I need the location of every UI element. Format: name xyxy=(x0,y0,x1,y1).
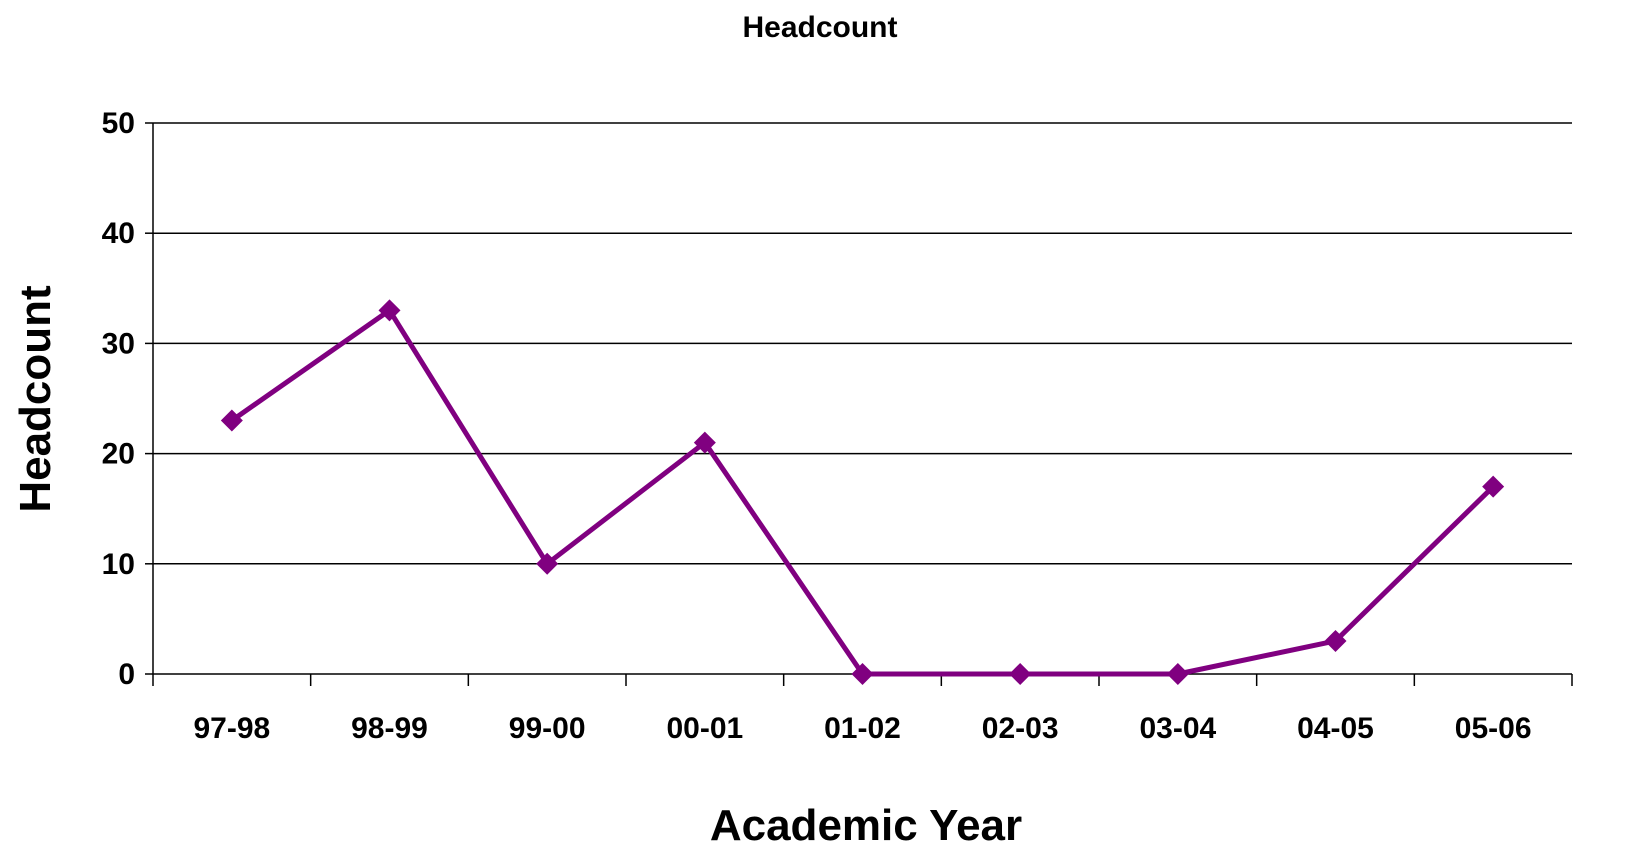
y-axis-label: Headcount xyxy=(11,285,60,513)
y-tick-label: 40 xyxy=(102,217,135,250)
data-point-marker xyxy=(1482,475,1505,498)
x-tick-label: 03-04 xyxy=(1139,712,1216,745)
series-line-group xyxy=(220,299,1505,685)
data-point-marker xyxy=(693,431,716,454)
x-tick-label: 05-06 xyxy=(1455,712,1532,745)
data-point-marker xyxy=(378,299,401,322)
data-point-marker xyxy=(1166,663,1189,685)
gridlines xyxy=(153,122,1572,565)
y-tick-label: 50 xyxy=(102,107,135,140)
data-point-marker xyxy=(536,552,559,575)
data-point-marker xyxy=(1324,629,1347,652)
y-tick-label: 30 xyxy=(102,327,135,360)
axes xyxy=(145,122,1573,686)
x-tick-label: 98-99 xyxy=(351,712,428,745)
x-tick-label: 04-05 xyxy=(1297,712,1374,745)
data-point-marker xyxy=(1009,663,1032,685)
x-tick-label: 01-02 xyxy=(824,712,901,745)
y-tick-labels: 0 10 20 30 40 50 xyxy=(102,107,135,691)
y-tick-label: 20 xyxy=(102,438,135,471)
y-tick-label: 0 xyxy=(118,658,135,691)
x-tick-label: 00-01 xyxy=(666,712,743,745)
x-tick-label: 97-98 xyxy=(193,712,270,745)
x-tick-label: 99-00 xyxy=(509,712,586,745)
y-tick-label: 10 xyxy=(102,548,135,581)
chart-title: Headcount xyxy=(742,11,897,44)
data-point-marker xyxy=(220,409,243,432)
x-axis-label: Academic Year xyxy=(710,801,1022,850)
x-tick-label: 02-03 xyxy=(982,712,1059,745)
x-tick-labels: 97-98 98-99 99-00 00-01 01-02 02-03 03-04 04-05… xyxy=(193,712,1531,745)
data-point-marker xyxy=(851,663,874,685)
series-line xyxy=(230,307,1495,677)
